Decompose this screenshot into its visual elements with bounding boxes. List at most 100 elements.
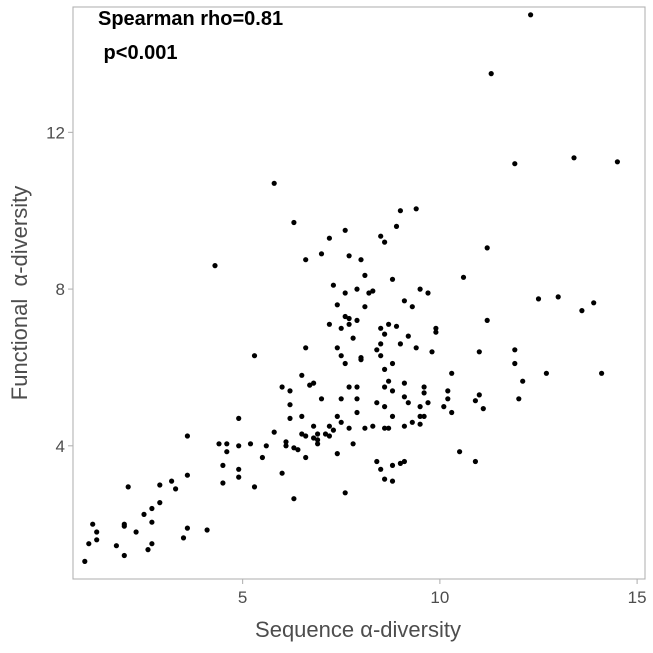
data-point — [334, 413, 340, 419]
x-tick-label: 15 — [628, 588, 647, 607]
data-point — [157, 482, 163, 488]
data-point — [386, 425, 392, 431]
data-point — [315, 431, 321, 437]
data-point — [374, 400, 380, 406]
data-point — [220, 480, 226, 486]
data-point — [441, 404, 447, 410]
y-axis-title: Functional α-diversity — [7, 186, 32, 400]
data-point — [287, 402, 293, 408]
data-point — [599, 370, 605, 376]
data-point — [259, 454, 265, 461]
data-point — [417, 286, 423, 292]
data-point — [346, 384, 352, 390]
data-point — [354, 384, 360, 390]
data-point — [90, 521, 96, 527]
data-point — [362, 304, 368, 310]
data-point — [346, 315, 352, 322]
data-point — [393, 223, 400, 229]
data-point — [338, 419, 344, 425]
data-point — [184, 472, 190, 478]
data-point — [449, 370, 455, 376]
y-tick-label: 4 — [56, 437, 65, 456]
plot-panel-border — [72, 6, 646, 580]
data-point — [216, 441, 222, 447]
data-point — [133, 529, 139, 535]
data-point — [374, 347, 380, 353]
data-point — [480, 406, 486, 412]
data-point — [389, 478, 396, 484]
data-point — [157, 500, 163, 506]
data-point — [318, 251, 325, 257]
data-point — [326, 235, 332, 241]
data-point — [184, 525, 190, 531]
data-point — [271, 180, 277, 186]
data-point — [251, 353, 258, 359]
data-point — [94, 529, 100, 535]
data-point — [488, 71, 494, 77]
data-point — [322, 431, 329, 437]
data-point — [299, 431, 305, 437]
data-point — [401, 380, 407, 386]
data-point — [401, 458, 407, 465]
data-point — [378, 233, 384, 239]
data-point — [433, 329, 439, 335]
data-point — [460, 274, 467, 280]
data-point — [121, 552, 127, 559]
data-point — [409, 304, 415, 310]
data-point — [476, 349, 482, 355]
data-point — [555, 294, 561, 300]
data-point — [389, 276, 396, 282]
data-point — [401, 298, 407, 304]
data-point — [204, 527, 210, 533]
data-point — [287, 415, 293, 421]
data-point — [350, 441, 356, 447]
data-point — [303, 257, 309, 263]
data-point — [283, 443, 289, 449]
data-point — [291, 219, 297, 226]
data-point — [338, 353, 344, 359]
data-point — [303, 433, 309, 439]
data-point — [401, 394, 407, 400]
data-point — [287, 388, 293, 394]
data-point — [334, 345, 340, 351]
data-point — [512, 360, 518, 367]
data-point — [378, 466, 384, 472]
data-point — [326, 423, 332, 429]
data-point — [145, 547, 151, 553]
data-point — [417, 404, 423, 410]
data-point — [346, 321, 352, 327]
data-point — [386, 321, 392, 327]
data-point — [141, 511, 147, 517]
data-point — [445, 388, 451, 394]
data-point — [425, 400, 431, 406]
data-point — [338, 325, 344, 331]
data-point — [520, 378, 526, 384]
data-point — [330, 282, 336, 288]
data-point — [417, 421, 423, 427]
data-point — [307, 382, 313, 388]
data-point — [370, 423, 376, 429]
data-point — [251, 484, 258, 490]
data-point — [334, 302, 340, 308]
data-point — [342, 313, 348, 320]
data-point — [342, 290, 348, 296]
data-point — [397, 341, 403, 347]
data-point — [535, 296, 542, 302]
data-point — [291, 445, 297, 451]
data-point — [173, 486, 179, 492]
data-point — [382, 239, 388, 245]
data-point — [374, 458, 380, 465]
data-point — [389, 462, 396, 468]
data-point — [382, 425, 388, 431]
data-point — [358, 355, 364, 361]
data-point — [180, 535, 187, 541]
data-point — [212, 263, 218, 269]
data-point — [303, 454, 309, 461]
data-point — [113, 543, 119, 549]
annotation-pvalue: p<0.001 — [98, 42, 178, 64]
data-point — [263, 443, 269, 449]
data-point — [86, 541, 92, 547]
data-point — [386, 378, 392, 384]
data-point — [326, 433, 332, 439]
data-point — [382, 384, 388, 390]
